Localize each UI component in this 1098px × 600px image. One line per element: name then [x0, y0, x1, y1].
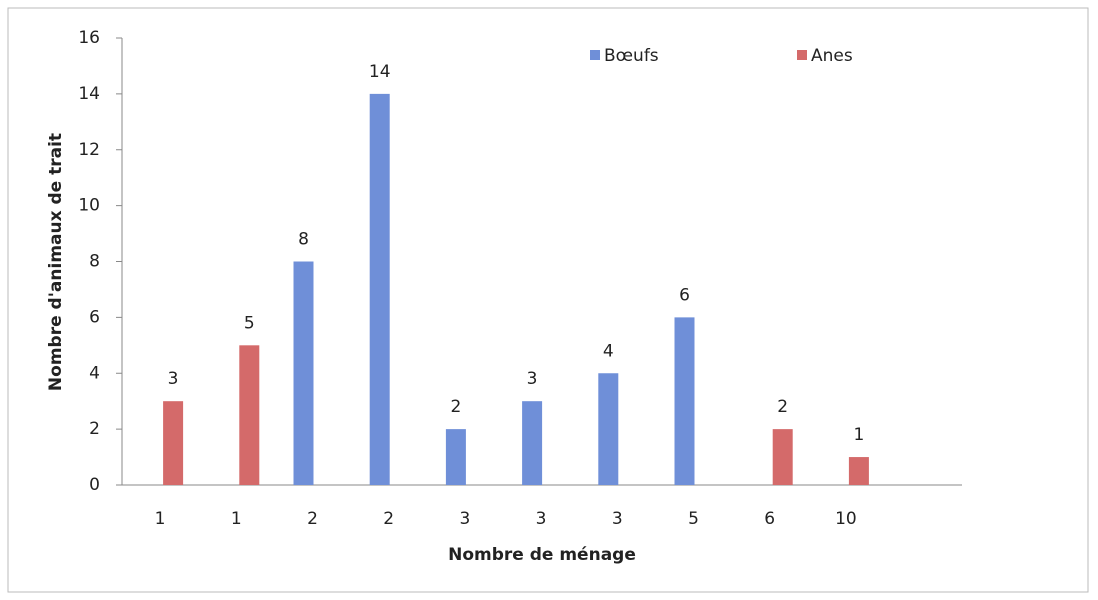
data-label: 2	[777, 397, 788, 417]
y-tick-label: 12	[78, 140, 100, 160]
data-label: 1	[853, 425, 864, 445]
data-label: 14	[369, 62, 391, 82]
data-label: 2	[450, 397, 461, 417]
data-label: 3	[168, 369, 179, 389]
x-tick-label: 2	[383, 509, 394, 529]
x-tick-label: 3	[536, 509, 547, 529]
data-label: 4	[603, 341, 614, 361]
x-tick-label: 1	[155, 509, 166, 529]
y-tick-label: 4	[89, 363, 100, 383]
bar	[369, 93, 390, 485]
data-label: 3	[527, 369, 538, 389]
legend-swatch	[797, 50, 807, 60]
chart-frame	[7, 7, 1089, 593]
x-tick-label: 1	[231, 509, 242, 529]
x-tick-label: 3	[459, 509, 470, 529]
y-tick-label: 0	[89, 475, 100, 495]
y-tick-label: 2	[89, 419, 100, 439]
data-label: 6	[679, 285, 690, 305]
bar	[239, 345, 260, 485]
x-axis-title: Nombre de ménage	[448, 545, 636, 565]
x-tick-label: 3	[612, 509, 623, 529]
bar	[674, 317, 695, 485]
legend-swatch	[590, 50, 600, 60]
y-tick-label: 16	[78, 28, 100, 48]
bar	[445, 429, 466, 485]
bar	[163, 401, 184, 485]
bar	[772, 429, 793, 485]
bar	[293, 261, 314, 485]
y-axis-title: Nombre d'animaux de trait	[46, 133, 66, 391]
bar	[598, 373, 619, 485]
y-tick-label: 6	[89, 307, 100, 327]
data-label: 8	[298, 230, 309, 250]
y-tick-label: 10	[78, 196, 100, 216]
x-tick-label: 2	[307, 509, 318, 529]
y-tick-label: 8	[89, 252, 100, 272]
data-label: 5	[244, 313, 255, 333]
bar	[848, 457, 869, 485]
x-tick-label: 6	[764, 509, 775, 529]
bar	[522, 401, 543, 485]
legend-label: Bœufs	[604, 46, 659, 66]
legend-label: Anes	[811, 46, 853, 66]
y-tick-label: 14	[78, 84, 100, 104]
x-tick-label: 10	[835, 509, 857, 529]
x-tick-label: 5	[688, 509, 699, 529]
